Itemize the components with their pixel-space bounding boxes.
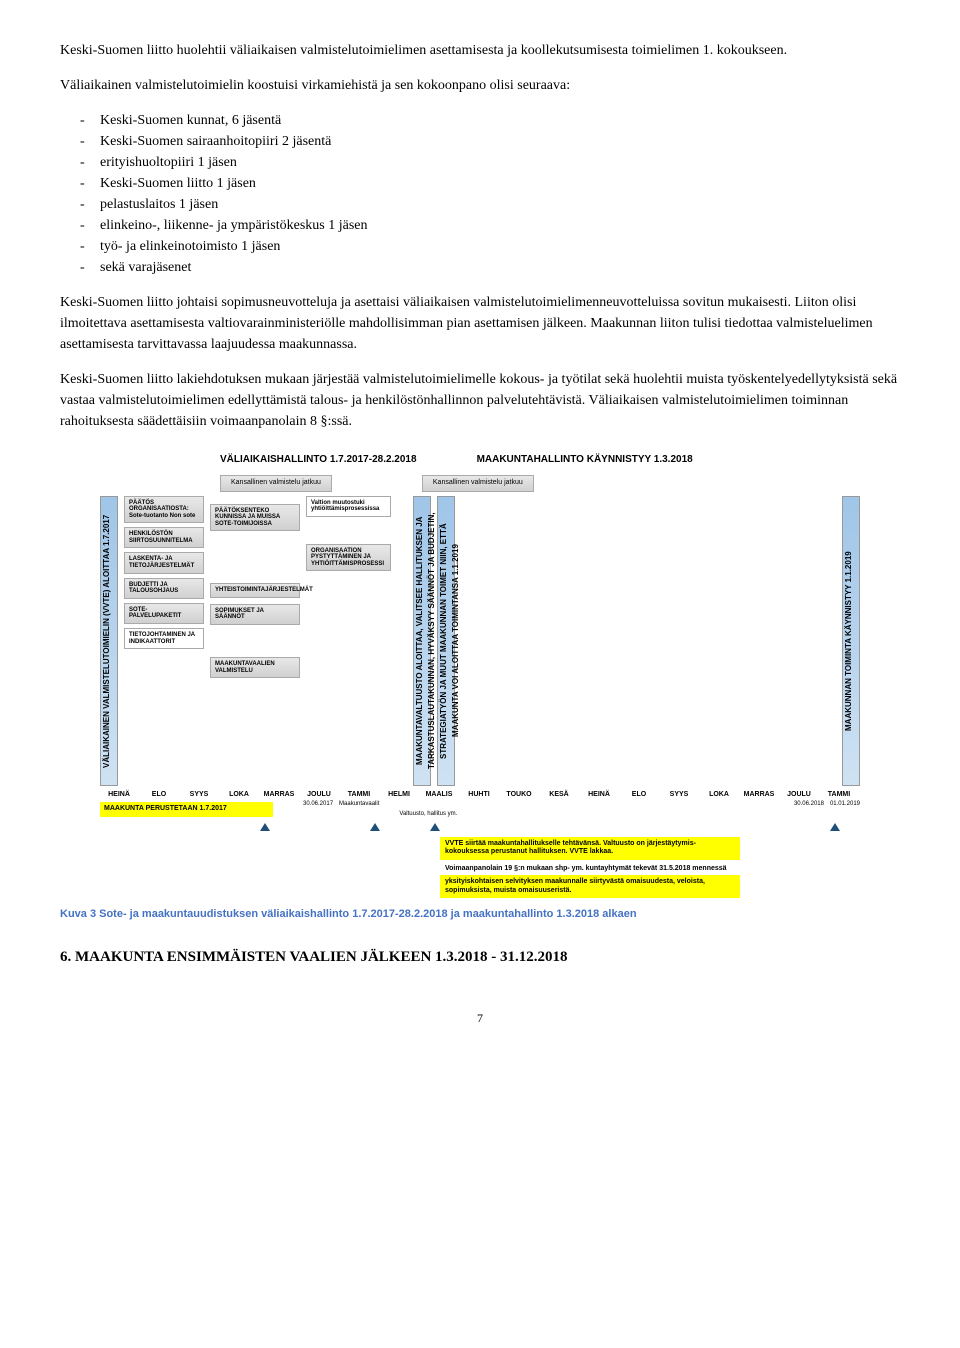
month: MARRAS xyxy=(740,790,778,801)
marker-icon xyxy=(370,823,380,831)
month: SYYS xyxy=(180,790,218,801)
timeline-markers xyxy=(260,823,860,831)
list-item: erityishuoltopiiri 1 jäsen xyxy=(60,152,900,173)
note-yellow: yksityiskohtaisen selvityksen maakunnall… xyxy=(440,875,740,898)
marker-icon xyxy=(260,823,270,831)
month: HEINÄ xyxy=(100,790,138,801)
yellow-bar-left: MAAKUNTA PERUSTETAAN 1.7.2017 xyxy=(100,802,273,817)
paragraph: Väliaikainen valmistelutoimielin koostui… xyxy=(60,75,900,96)
note-plain: Voimaanpanolain 19 §:n mukaan shp- ym. k… xyxy=(440,863,740,875)
list-item: Keski-Suomen liitto 1 jäsen xyxy=(60,173,900,194)
strip-box: Kansallinen valmistelu jatkuu xyxy=(422,475,534,492)
month: LOKA xyxy=(700,790,738,801)
column-2: PÄÄTÖKSENTEKO KUNNISSA JA MUISSA SOTE-TO… xyxy=(210,496,300,786)
marker-icon xyxy=(830,823,840,831)
list-item: sekä varajäsenet xyxy=(60,257,900,278)
month: MAALIS xyxy=(420,790,458,801)
month: TOUKO xyxy=(500,790,538,801)
month: HEINÄ xyxy=(580,790,618,801)
paragraph: Keski-Suomen liitto huolehtii väliaikais… xyxy=(60,40,900,61)
month: JOULU xyxy=(780,790,818,801)
month: ELO xyxy=(620,790,658,801)
vertical-bar-left: VÄLIAIKAINEN VALMISTELUTOIMIELIN (VVTE) … xyxy=(100,496,118,786)
list-item: työ- ja elinkeinotoimisto 1 jäsen xyxy=(60,236,900,257)
month: MARRAS xyxy=(260,790,298,801)
member-list: Keski-Suomen kunnat, 6 jäsentä Keski-Suo… xyxy=(60,110,900,278)
paragraph: Keski-Suomen liitto johtaisi sopimusneuv… xyxy=(60,292,900,355)
diagram-title-left: VÄLIAIKAISHALLINTO 1.7.2017-28.2.2018 xyxy=(220,452,417,467)
box: YHTEISTOIMINTAJÄRJESTELMÄT xyxy=(210,583,300,598)
month: KESÄ xyxy=(540,790,578,801)
month: HELMI xyxy=(380,790,418,801)
section-heading: 6. MAAKUNTA ENSIMMÄISTEN VAALIEN JÄLKEEN… xyxy=(60,946,900,969)
column-3: Valtion muutostuki yhtiöittämisprosessis… xyxy=(306,496,391,786)
diagram-title-right: MAAKUNTAHALLINTO KÄYNNISTYY 1.3.2018 xyxy=(477,452,693,467)
note-yellow: VVTE siirtää maakuntahallitukselle tehtä… xyxy=(440,837,740,860)
box: ORGANISAATION PYSTYTTÄMINEN JA YHTIÖITTÄ… xyxy=(306,544,391,572)
column-1: PÄÄTÖS ORGANISAATIOSTA: Sote-tuotanto No… xyxy=(124,496,204,786)
month: LOKA xyxy=(220,790,258,801)
box: PÄÄTÖS ORGANISAATIOSTA: Sote-tuotanto No… xyxy=(124,496,204,524)
strip-box: Kansallinen valmistelu jatkuu xyxy=(220,475,332,492)
list-item: Keski-Suomen sairaanhoitopiiri 2 jäsentä xyxy=(60,131,900,152)
date-label: 30.06.2018 xyxy=(794,800,824,809)
box: TIETOJOHTAMINEN JA INDIKAATTORIT xyxy=(124,628,204,649)
date-label: 01.01.2019 xyxy=(830,800,860,809)
box: SOTE-PALVELUPAKETIT xyxy=(124,603,204,624)
marker-icon xyxy=(430,823,440,831)
vertical-bar-right: MAAKUNNAN TOIMINTA KÄYNNISTYY 1.1.2019 xyxy=(842,496,860,786)
event-label: Valtuusto, hallitus ym. xyxy=(399,811,457,817)
timeline-diagram: VÄLIAIKAISHALLINTO 1.7.2017-28.2.2018 MA… xyxy=(100,452,860,898)
list-item: pelastuslaitos 1 jäsen xyxy=(60,194,900,215)
month: HUHTI xyxy=(460,790,498,801)
month: SYYS xyxy=(660,790,698,801)
box: LASKENTA- JA TIETOJÄRJESTELMÄT xyxy=(124,552,204,573)
month: ELO xyxy=(140,790,178,801)
box: HENKILÖSTÖN SIIRTOSUUNNITELMA xyxy=(124,527,204,548)
date-label: 30.06.2017 xyxy=(303,800,333,809)
page-number: 7 xyxy=(60,1009,900,1027)
list-item: Keski-Suomen kunnat, 6 jäsentä xyxy=(60,110,900,131)
figure-caption: Kuva 3 Sote- ja maakuntauudistuksen väli… xyxy=(60,906,900,923)
month: TAMMI xyxy=(820,790,858,801)
vertical-bar-mid1: MAAKUNTAVALTUUSTO ALOITTAA, VALITSEE HAL… xyxy=(413,496,431,786)
month: JOULU xyxy=(300,790,338,801)
timeline-months: HEINÄ ELO SYYS LOKA MARRAS JOULU TAMMI H… xyxy=(100,790,860,801)
list-item: elinkeino-, liikenne- ja ympäristökeskus… xyxy=(60,215,900,236)
month: TAMMI xyxy=(340,790,378,801)
vertical-bar-mid2: STRATEGIATYÖN JA MUUT MAAKUNNAN TOIMET N… xyxy=(437,496,455,786)
box: Valtion muutostuki yhtiöittämisprosessis… xyxy=(306,496,391,517)
box: SOPIMUKSET JA SÄÄNNÖT xyxy=(210,604,300,625)
box: BUDJETTI JA TALOUSOHJAUS xyxy=(124,578,204,599)
box: PÄÄTÖKSENTEKO KUNNISSA JA MUISSA SOTE-TO… xyxy=(210,504,300,532)
notes-area: VVTE siirtää maakuntahallitukselle tehtä… xyxy=(440,837,740,898)
box: MAAKUNTAVAALIEN VALMISTELU xyxy=(210,657,300,678)
paragraph: Keski-Suomen liitto lakiehdotuksen mukaa… xyxy=(60,369,900,432)
event-label: Maakuntavaalit xyxy=(339,800,379,809)
